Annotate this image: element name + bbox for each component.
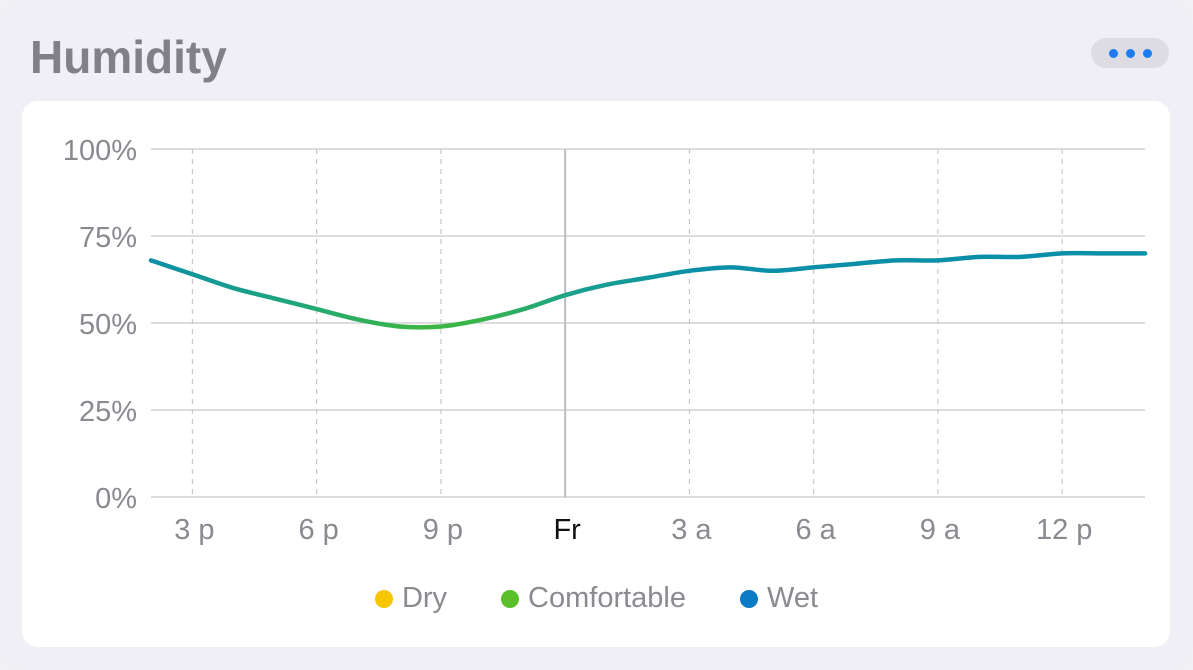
x-tick-label: 6 p bbox=[299, 514, 339, 546]
x-tick-label: 3 a bbox=[671, 514, 712, 546]
comfortable-dot-icon bbox=[501, 589, 520, 608]
x-tick-label: 9 p bbox=[423, 514, 463, 546]
chart-card bbox=[22, 101, 1170, 647]
chart-legend: Dry Comfortable Wet bbox=[0, 582, 1193, 615]
x-tick-label: 3 p bbox=[174, 514, 214, 546]
y-tick-label: 0% bbox=[95, 483, 137, 515]
y-tick-label: 50% bbox=[79, 309, 137, 341]
legend-label: Comfortable bbox=[528, 582, 687, 614]
y-tick-label: 75% bbox=[79, 222, 137, 254]
ellipsis-icon bbox=[1142, 48, 1152, 58]
legend-label: Wet bbox=[767, 582, 819, 614]
widget-title: Humidity bbox=[30, 31, 227, 83]
x-tick-label: 9 a bbox=[920, 514, 961, 546]
x-tick-label: 12 p bbox=[1036, 514, 1092, 546]
legend-item-wet: Wet bbox=[740, 582, 818, 615]
ellipsis-icon bbox=[1108, 48, 1118, 58]
y-tick-label: 100% bbox=[63, 135, 137, 167]
dry-dot-icon bbox=[374, 589, 393, 608]
legend-item-comfortable: Comfortable bbox=[501, 582, 686, 615]
y-tick-label: 25% bbox=[79, 396, 137, 428]
more-options-button[interactable] bbox=[1091, 38, 1169, 68]
legend-label: Dry bbox=[401, 582, 448, 614]
legend-item-dry: Dry bbox=[374, 582, 448, 615]
ellipsis-icon bbox=[1125, 48, 1135, 58]
x-tick-label: 6 a bbox=[796, 514, 837, 546]
wet-dot-icon bbox=[740, 589, 759, 608]
humidity-series-line bbox=[148, 250, 1148, 330]
x-tick-label: Fr bbox=[553, 514, 581, 546]
